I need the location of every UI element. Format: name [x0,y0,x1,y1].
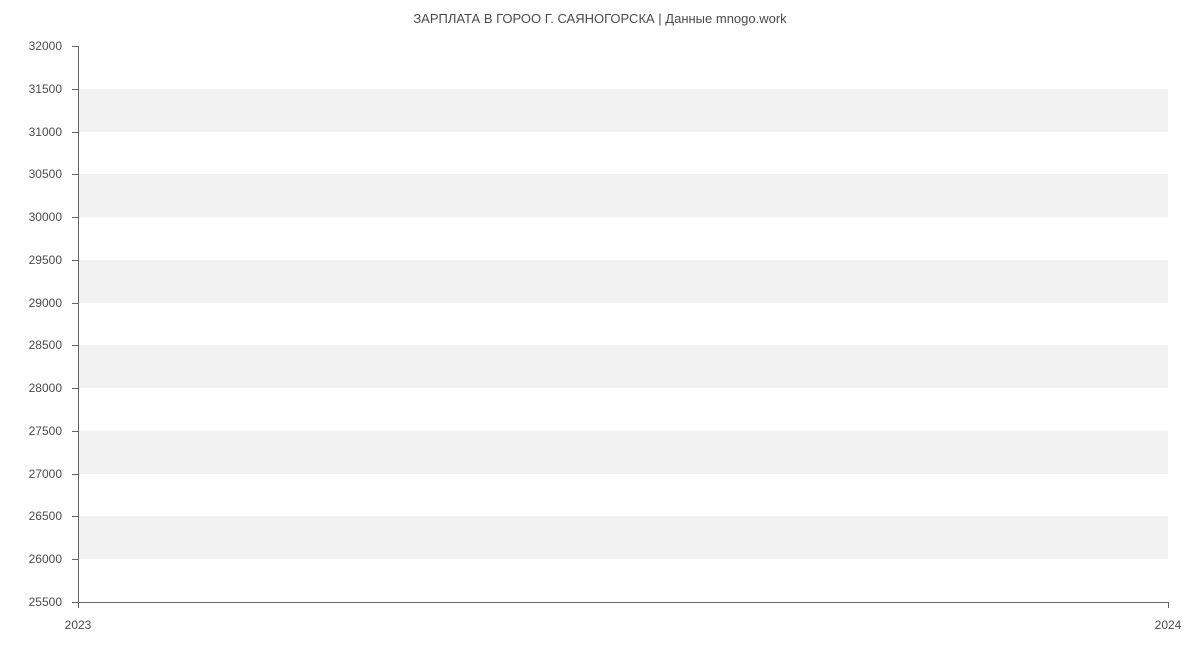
y-tick-label: 29500 [0,253,62,267]
grid-band [78,174,1168,217]
y-tick-label: 25500 [0,595,62,609]
y-tick-label: 28000 [0,381,62,395]
x-tick-mark [1168,602,1169,608]
plot-area [78,46,1168,602]
grid-band [78,474,1168,517]
grid-band [78,260,1168,303]
y-tick-label: 32000 [0,39,62,53]
y-tick-mark [72,89,78,90]
x-tick-label: 2024 [1155,618,1182,632]
y-tick-label: 27000 [0,467,62,481]
y-tick-mark [72,431,78,432]
salary-line-chart: ЗАРПЛАТА В ГОРОО Г. САЯНОГОРСКА | Данные… [0,0,1200,650]
x-tick-label: 2023 [65,618,92,632]
y-tick-label: 31000 [0,125,62,139]
y-tick-mark [72,559,78,560]
y-tick-label: 27500 [0,424,62,438]
grid-band [78,431,1168,474]
y-tick-mark [72,217,78,218]
x-axis-line [78,602,1168,603]
y-tick-mark [72,132,78,133]
y-tick-mark [72,174,78,175]
chart-title: ЗАРПЛАТА В ГОРОО Г. САЯНОГОРСКА | Данные… [0,11,1200,26]
grid-band [78,303,1168,346]
x-tick-mark [78,602,79,608]
grid-band [78,132,1168,175]
y-axis-line [78,46,79,602]
y-tick-mark [72,516,78,517]
y-tick-label: 26000 [0,552,62,566]
grid-band [78,516,1168,559]
y-tick-mark [72,303,78,304]
y-tick-mark [72,260,78,261]
grid-band [78,559,1168,602]
y-tick-label: 29000 [0,296,62,310]
grid-band [78,217,1168,260]
grid-band [78,388,1168,431]
grid-band [78,46,1168,89]
grid-band [78,345,1168,388]
y-tick-label: 28500 [0,338,62,352]
grid-band [78,89,1168,132]
y-tick-label: 30000 [0,210,62,224]
y-tick-mark [72,474,78,475]
y-tick-mark [72,345,78,346]
y-tick-mark [72,46,78,47]
y-tick-label: 30500 [0,167,62,181]
y-tick-mark [72,388,78,389]
y-tick-label: 26500 [0,509,62,523]
y-tick-label: 31500 [0,82,62,96]
